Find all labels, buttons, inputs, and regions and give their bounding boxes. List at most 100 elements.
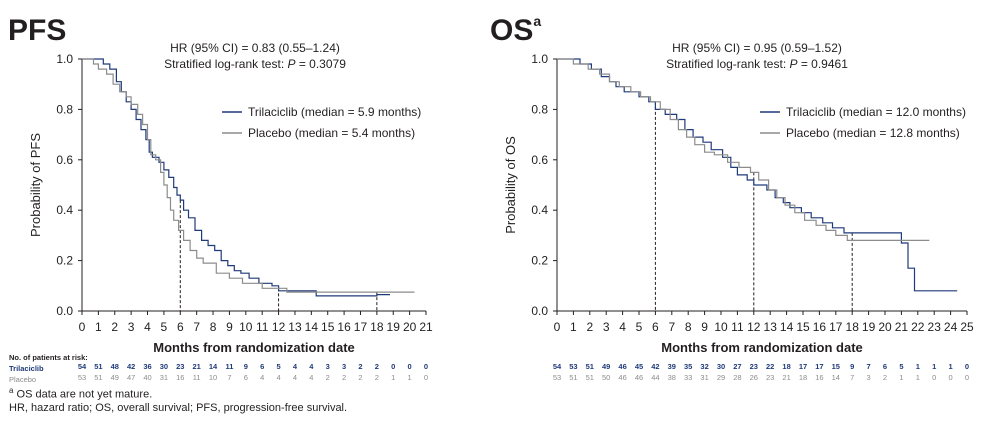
os-x-tick-label: 13 <box>764 320 778 334</box>
os-risk-placebo-value: 44 <box>651 373 659 382</box>
pfs-risk-trilaciclib-value: 21 <box>192 362 200 371</box>
os-risk-placebo-value: 7 <box>850 373 854 382</box>
os-risk-placebo-value: 2 <box>883 373 887 382</box>
pfs-hr-text: HR (95% CI) = 0.83 (0.55–1.24) <box>170 41 340 55</box>
os-x-tick-label: 17 <box>829 320 843 334</box>
os-x-tick-label: 8 <box>685 320 692 334</box>
pfs-risk-placebo-value: 31 <box>160 373 168 382</box>
pfs-risk-trilaciclib-value: 51 <box>94 362 102 371</box>
pfs-risk-trilaciclib-value: 0 <box>408 362 412 371</box>
os-risk-trilaciclib-value: 9 <box>850 362 854 371</box>
os-risk-trilaciclib-value: 18 <box>782 362 790 371</box>
os-risk-trilaciclib-value: 27 <box>733 362 741 371</box>
pfs-risk-placebo-value: 51 <box>94 373 102 382</box>
os-x-tick-label: 6 <box>652 320 659 334</box>
pfs-risk-trilaciclib-value: 4 <box>309 362 314 371</box>
os-x-tick-label: 25 <box>960 320 974 334</box>
pfs-risk-placebo-value: 40 <box>143 373 151 382</box>
os-y-tick-label: 0.6 <box>531 153 548 167</box>
pfs-x-tick-label: 19 <box>387 320 401 334</box>
pfs-risk-placebo-value: 47 <box>127 373 135 382</box>
os-risk-trilaciclib-value: 39 <box>668 362 676 371</box>
pfs-x-tick-label: 2 <box>111 320 118 334</box>
os-risk-placebo-value: 31 <box>700 373 708 382</box>
os-maturity-footnote: a OS data are not yet mature. <box>9 386 152 401</box>
os-x-tick-label: 22 <box>911 320 925 334</box>
os-risk-placebo-value: 14 <box>832 373 840 382</box>
os-risk-placebo-value: 23 <box>766 373 774 382</box>
os-x-tick-label: 4 <box>619 320 626 334</box>
os-risk-placebo-value: 51 <box>586 373 594 382</box>
os-x-tick-label: 2 <box>586 320 593 334</box>
os-risk-placebo-value: 38 <box>668 373 676 382</box>
os-x-tick-label: 15 <box>796 320 810 334</box>
pfs-y-tick-label: 0.0 <box>56 304 73 318</box>
os-risk-placebo-value: 51 <box>569 373 577 382</box>
os-risk-placebo-value: 29 <box>717 373 725 382</box>
os-risk-trilaciclib-value: 17 <box>799 362 807 371</box>
pfs-x-axis-label: Months from randomization date <box>153 340 355 355</box>
os-risk-trilaciclib-value: 6 <box>883 362 887 371</box>
os-risk-trilaciclib-value: 35 <box>684 362 692 371</box>
os-legend-label-trilaciclib: Trilaciclib (median = 12.0 months) <box>786 105 966 119</box>
pfs-placebo-curve <box>82 58 415 293</box>
os-risk-trilaciclib-value: 0 <box>965 362 969 371</box>
os-x-tick-label: 14 <box>780 320 794 334</box>
os-risk-trilaciclib-value: 54 <box>553 362 562 371</box>
pfs-risk-trilaciclib-value: 3 <box>342 362 346 371</box>
os-risk-trilaciclib-value: 17 <box>815 362 823 371</box>
risk-table-header: No. of patients at risk: <box>9 353 88 362</box>
pfs-x-tick-label: 1 <box>95 320 102 334</box>
os-x-tick-label: 11 <box>731 320 744 334</box>
os-trilaciclib-curve <box>557 58 958 292</box>
os-logrank-text: Stratified log-rank test: P = 0.9461 <box>666 57 848 71</box>
os-risk-trilaciclib-value: 23 <box>750 362 758 371</box>
pfs-risk-trilaciclib-value: 48 <box>111 362 119 371</box>
pfs-risk-placebo-value: 4 <box>293 373 297 382</box>
os-x-tick-label: 23 <box>928 320 942 334</box>
pfs-x-tick-label: 12 <box>272 320 286 334</box>
pfs-x-tick-label: 13 <box>288 320 302 334</box>
pfs-x-tick-label: 16 <box>337 320 351 334</box>
pfs-risk-placebo-value: 16 <box>176 373 184 382</box>
pfs-risk-placebo-value: 6 <box>244 373 248 382</box>
os-risk-trilaciclib-value: 32 <box>700 362 708 371</box>
pfs-risk-trilaciclib-value: 0 <box>424 362 428 371</box>
pfs-chart: PFS HR (95% CI) = 0.83 (0.55–1.24) Stratif… <box>8 14 433 382</box>
os-risk-trilaciclib-value: 7 <box>867 362 871 371</box>
pfs-risk-placebo-value: 1 <box>391 373 395 382</box>
pfs-x-tick-label: 11 <box>256 320 269 334</box>
pfs-risk-placebo-value: 49 <box>111 373 119 382</box>
os-x-tick-label: 1 <box>570 320 577 334</box>
os-x-tick-label: 19 <box>862 320 876 334</box>
os-x-tick-label: 5 <box>636 320 643 334</box>
pfs-x-tick-label: 0 <box>79 320 86 334</box>
pfs-risk-trilaciclib-value: 14 <box>209 362 218 371</box>
pfs-risk-trilaciclib-value: 9 <box>244 362 248 371</box>
os-risk-trilaciclib-value: 45 <box>635 362 643 371</box>
pfs-y-tick-label: 0.6 <box>56 153 73 167</box>
os-panel-title: OSa <box>490 13 541 47</box>
pfs-logrank-text: Stratified log-rank test: P = 0.3079 <box>164 57 346 71</box>
pfs-risk-placebo-value: 11 <box>193 373 201 382</box>
risk-label-placebo: Placebo <box>9 375 36 384</box>
pfs-risk-trilaciclib-value: 2 <box>375 362 379 371</box>
pfs-risk-trilaciclib-value: 4 <box>293 362 298 371</box>
pfs-risk-placebo-value: 10 <box>209 373 217 382</box>
os-risk-placebo-value: 50 <box>602 373 610 382</box>
pfs-y-tick-label: 0.8 <box>56 102 73 116</box>
os-risk-placebo-value: 0 <box>932 373 936 382</box>
pfs-risk-placebo-value: 2 <box>326 373 330 382</box>
os-x-tick-label: 3 <box>603 320 610 334</box>
pfs-legend-label-trilaciclib: Trilaciclib (median = 5.9 months) <box>248 105 421 119</box>
pfs-y-tick-label: 1.0 <box>56 52 73 66</box>
pfs-risk-trilaciclib-value: 11 <box>225 362 233 371</box>
pfs-x-tick-label: 17 <box>354 320 368 334</box>
pfs-risk-trilaciclib-value: 54 <box>78 362 87 371</box>
pfs-x-tick-label: 20 <box>403 320 417 334</box>
pfs-x-tick-label: 8 <box>210 320 217 334</box>
pfs-x-tick-label: 7 <box>193 320 200 334</box>
pfs-y-tick-label: 0.4 <box>56 203 73 217</box>
os-placebo-curve <box>557 58 930 241</box>
pfs-risk-placebo-value: 7 <box>227 373 231 382</box>
